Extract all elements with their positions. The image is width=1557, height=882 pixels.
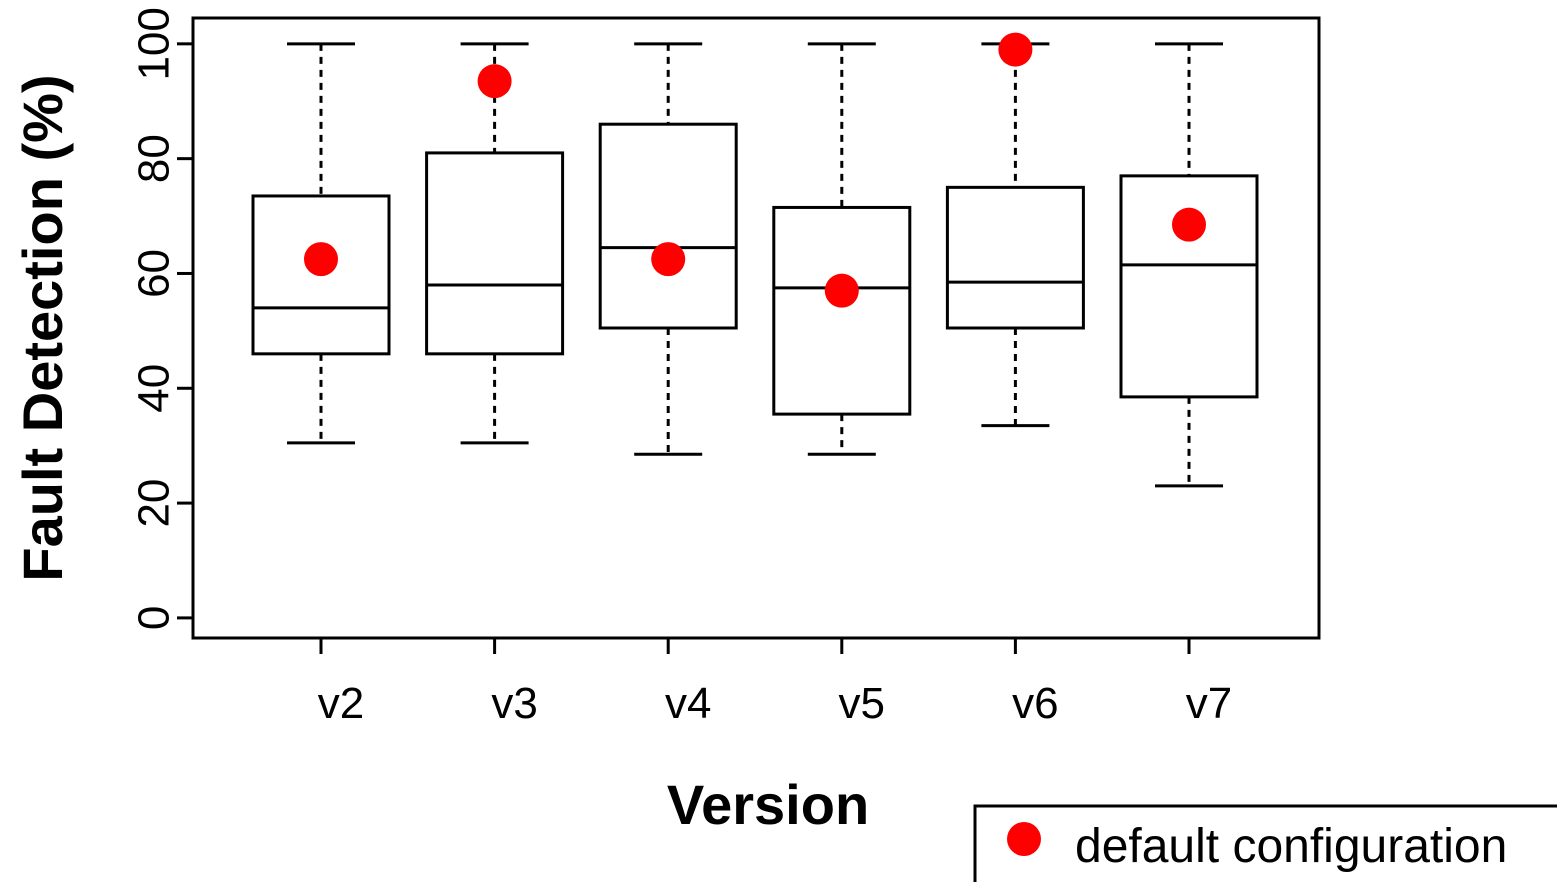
plot-area-frame (191, 16, 1321, 640)
y-tick-label: 80 (130, 134, 179, 183)
legend-marker-default-configuration (1007, 822, 1041, 856)
y-tick-label: 60 (130, 249, 179, 298)
legend-box (973, 804, 1557, 882)
default-config-point-v2 (304, 242, 338, 277)
x-tick-label: v4 (665, 679, 711, 728)
box-v5 (772, 205, 912, 416)
box-v3 (425, 151, 565, 356)
x-tick-label: v3 (491, 679, 537, 728)
default-config-point-v3 (477, 64, 512, 99)
default-config-point-v4 (651, 242, 686, 277)
x-tick-label: v2 (318, 679, 364, 728)
box-v6 (945, 185, 1085, 330)
y-tick-label: 0 (130, 606, 179, 630)
default-config-point-v7 (1172, 207, 1206, 242)
y-tick-label: 40 (130, 364, 179, 413)
x-axis-title: Version (667, 773, 869, 836)
default-config-point-v5 (824, 273, 859, 308)
legend-label: default configuration (1075, 820, 1507, 873)
box-v4 (598, 122, 738, 330)
y-tick-label: 20 (130, 479, 179, 528)
legend: default configuration (973, 804, 1557, 882)
x-tick-label: v7 (1186, 679, 1232, 728)
y-axis-title: Fault Detection (%) (11, 74, 74, 581)
y-tick-label: 100 (130, 7, 179, 80)
x-tick-label: v5 (839, 679, 885, 728)
default-config-point-v6 (998, 32, 1033, 67)
x-tick-label: v6 (1012, 679, 1058, 728)
